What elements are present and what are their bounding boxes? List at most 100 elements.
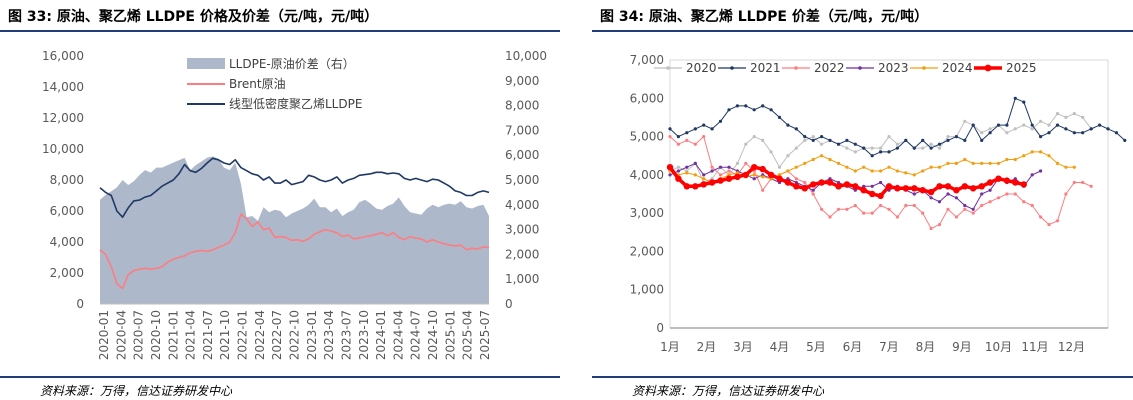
- lldpe-line-series: [99, 157, 490, 218]
- series-2022-point: [845, 207, 849, 211]
- x-axis-tick-label: 2024-10: [426, 310, 440, 360]
- right-axis-tick-label: 10,000: [505, 49, 547, 63]
- series-2024-point: [887, 165, 891, 169]
- series-2021-point: [794, 127, 798, 131]
- right-axis-tick-label: 1,000: [505, 272, 539, 286]
- series-2022-point: [988, 200, 992, 204]
- legend-marker-2021: [730, 66, 734, 70]
- series-2021-point: [769, 108, 773, 112]
- right-axis-tick-label: 4,000: [505, 198, 539, 212]
- series-2020-point: [752, 135, 756, 139]
- series-2021-point: [980, 138, 984, 142]
- series-2024-point: [828, 157, 832, 162]
- series-2025-point: [936, 183, 943, 190]
- series-2021-point: [811, 138, 815, 142]
- series-2021-point: [1047, 131, 1051, 135]
- series-2022-point: [887, 207, 891, 211]
- series-2021-point: [862, 146, 866, 150]
- series-2025-point: [725, 175, 733, 182]
- x-axis-month-label: 11月: [1021, 340, 1048, 354]
- series-2023-point: [693, 161, 697, 165]
- series-2022-point: [912, 203, 916, 208]
- series-2022-point: [1039, 215, 1043, 219]
- x-axis-month-label: 6月: [843, 340, 863, 354]
- x-axis-tick-label: 2025-01: [443, 310, 457, 360]
- figure-34-title-bar: 图 34: 原油、聚乙烯 LLDPE 价差（元/吨，元/吨）: [592, 0, 1133, 32]
- series-2020-point: [929, 142, 933, 146]
- series-2021-point: [895, 146, 899, 150]
- x-axis-tick-label: 2020-04: [114, 310, 128, 360]
- series-2022-point: [971, 211, 975, 215]
- series-2021-point: [1055, 123, 1060, 127]
- series-2021-point: [1030, 123, 1034, 127]
- series-2020-point: [845, 146, 849, 150]
- series-2022-point: [702, 135, 706, 139]
- x-axis-month-label: 8月: [916, 340, 936, 354]
- series-2025-point: [995, 175, 1002, 182]
- series-2022-point: [1030, 203, 1034, 208]
- series-2020-point: [1072, 112, 1076, 116]
- series-2024-point: [971, 161, 975, 165]
- series-2024-point: [929, 165, 933, 169]
- series-2021-point: [1072, 131, 1076, 135]
- series-2025-point: [986, 179, 994, 186]
- series-2025-point: [826, 179, 834, 186]
- series-2022-point: [676, 142, 680, 146]
- right-axis-tick-label: 7,000: [505, 123, 539, 137]
- series-2024-point: [1055, 161, 1060, 165]
- series-2021-point: [963, 138, 967, 142]
- x-axis-tick-label: 2021-10: [218, 310, 232, 360]
- series-2024-point: [1047, 154, 1051, 158]
- series-2023-point: [870, 184, 874, 188]
- legend-label-2022: 2022: [814, 61, 845, 75]
- y-axis-tick-label: 5,000: [630, 130, 664, 144]
- series-2023-point: [929, 196, 933, 200]
- series-2025-point: [759, 165, 766, 173]
- series-2025-point: [852, 183, 859, 190]
- series-2022-point: [904, 203, 908, 208]
- y-axis-tick-label: 7,000: [630, 53, 664, 67]
- x-axis-tick-label: 2025-07: [478, 310, 492, 360]
- series-2020-point: [777, 165, 782, 169]
- right-axis-tick-label: 6,000: [505, 148, 539, 162]
- series-2022-point: [1047, 223, 1051, 227]
- series-2021-point: [702, 123, 706, 127]
- series-2025-point: [675, 175, 682, 182]
- series-2023-point: [862, 184, 866, 188]
- series-2022-point: [1089, 184, 1093, 188]
- series-2025-point: [734, 173, 741, 180]
- figure-34-title: 图 34: 原油、聚乙烯 LLDPE 价差（元/吨，元/吨）: [600, 9, 929, 25]
- series-2025-point: [776, 175, 783, 182]
- series-2023-point: [879, 180, 883, 185]
- series-2022-point: [879, 203, 883, 208]
- series-2022-point: [1005, 192, 1009, 196]
- series-2021-point: [727, 108, 731, 112]
- series-2022-point: [794, 177, 798, 181]
- series-2025-point: [751, 164, 758, 171]
- legend-marker-2020: [666, 66, 670, 70]
- series-2024-point: [937, 165, 942, 169]
- series-2021-point: [735, 104, 739, 108]
- series-2022-point: [946, 207, 950, 211]
- series-2020-point: [879, 146, 883, 150]
- series-2021-point: [904, 138, 908, 142]
- right-axis-tick-label: 3,000: [505, 223, 539, 237]
- figure-33-source-bar: 资料来源：万得，信达证券研发中心: [0, 376, 560, 400]
- series-2021-point: [1005, 123, 1009, 127]
- legend-label-2021: 2021: [750, 61, 781, 75]
- series-2024-point: [845, 165, 849, 169]
- series-2020-point: [786, 154, 790, 158]
- legend-label-2025: 2025: [1006, 61, 1037, 75]
- series-2021-point: [693, 127, 697, 131]
- series-2025-point: [877, 192, 884, 200]
- x-axis-month-label: 9月: [952, 340, 972, 354]
- x-axis-month-label: 5月: [806, 340, 826, 354]
- figure-33-panel: 图 33: 原油、聚乙烯 LLDPE 价格及价差（元/吨，元/吨） 0 2,000…: [0, 0, 560, 400]
- series-2022-point: [828, 215, 832, 219]
- series-2021-point: [937, 142, 942, 146]
- series-2022-point: [761, 188, 765, 192]
- series-2025-point: [911, 185, 918, 192]
- series-2024-point: [879, 169, 883, 173]
- series-2022-point: [811, 192, 815, 196]
- right-axis-tick-label: 2,000: [505, 247, 539, 261]
